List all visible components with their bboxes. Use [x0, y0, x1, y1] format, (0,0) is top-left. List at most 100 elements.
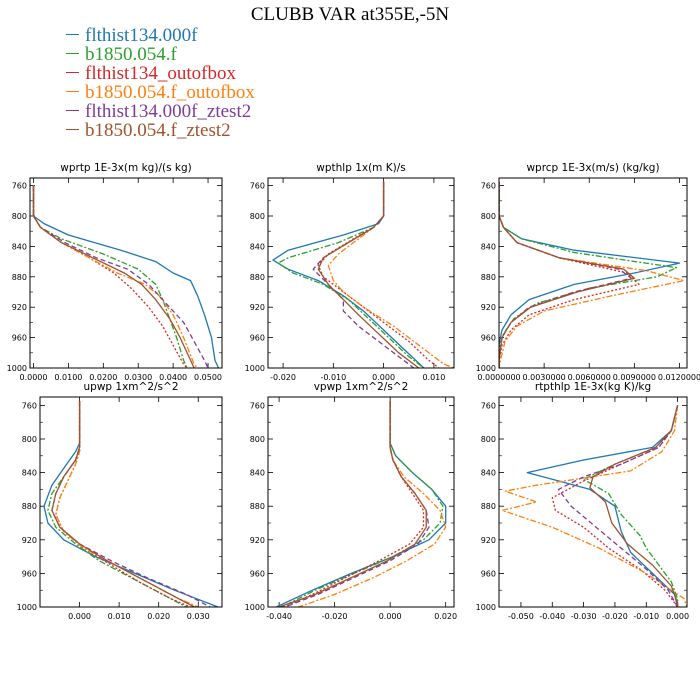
x-tick-label: 0.0030000: [522, 373, 565, 382]
x-tick-label: -0.010: [320, 373, 346, 382]
x-tick-label: 0.020: [434, 612, 457, 621]
x-tick-label: 0.000: [666, 612, 689, 621]
series-line: [55, 401, 191, 607]
series-line: [499, 181, 678, 368]
legend-swatch: [66, 110, 79, 112]
y-tick-label: 800: [12, 212, 27, 221]
series-group: [32, 185, 220, 368]
x-tick-label: -0.020: [322, 612, 348, 621]
series-line: [32, 185, 199, 368]
y-tick-label: 840: [22, 469, 37, 478]
series-group: [499, 181, 685, 368]
y-tick-label: 920: [481, 536, 496, 545]
y-tick-label: 760: [250, 182, 265, 191]
x-tick-label: 0.030: [187, 612, 210, 621]
y-tick-label: 960: [250, 569, 265, 578]
legend-label: b1850.054.f_outofbox: [85, 82, 255, 103]
series-line: [55, 401, 199, 607]
x-tick-label: -0.040: [539, 612, 565, 621]
y-tick-label: 760: [481, 401, 496, 410]
y-tick-label: 800: [22, 435, 37, 444]
series-line: [317, 181, 440, 368]
series-line: [589, 405, 679, 607]
series-line: [278, 401, 427, 607]
x-tick-label: 0.0300: [124, 373, 152, 382]
y-tick-label: 880: [12, 273, 27, 282]
plot-frame: [267, 177, 455, 369]
y-tick-label: 840: [12, 242, 27, 251]
panel-title: wprcp 1E-3x(m/s) (kg/kg): [526, 162, 659, 174]
y-tick-label: 840: [481, 469, 496, 478]
legend-label: b1850.054.f_ztest2: [85, 120, 231, 141]
chart-panel: rtpthlp 1E-3x(kg K)/kg 760 800 840 880 920 960…: [476, 381, 689, 621]
y-tick-label: 960: [481, 569, 496, 578]
x-tick-label: 0.0400: [159, 373, 187, 382]
plot-frame: [267, 396, 455, 608]
series-line: [281, 401, 444, 607]
series-line: [43, 401, 219, 607]
series-line: [277, 181, 425, 368]
panel-title: vpwp 1xm^2/s^2: [314, 381, 409, 393]
series-line: [557, 405, 679, 607]
x-tick-label: -0.030: [571, 612, 597, 621]
legend-item: flthist134.000f_ztest2: [66, 102, 255, 121]
x-tick-label: 0.0090000: [613, 373, 656, 382]
legend-label: b1850.054.f: [85, 44, 177, 65]
x-tick-label: 0.010: [108, 612, 131, 621]
series-line: [499, 181, 685, 368]
series-line: [284, 401, 430, 607]
legend-label: flthist134_outofbox: [85, 63, 236, 84]
plot-frame: [39, 396, 223, 608]
y-tick-label: 880: [481, 502, 496, 511]
series-line: [51, 401, 195, 607]
y-tick-label: 760: [22, 401, 37, 410]
y-tick-label: 1000: [476, 364, 496, 373]
series-group: [501, 405, 687, 607]
panel-title: rtpthlp 1E-3x(kg K)/kg: [535, 381, 651, 393]
y-tick-label: 920: [250, 536, 265, 545]
series-line: [317, 181, 420, 368]
y-tick-label: 920: [12, 303, 27, 312]
y-tick-label: 920: [22, 536, 37, 545]
chart-panel: upwp 1xm^2/s^2 760 800 840 880 920 960 1000 0.00…: [17, 381, 223, 621]
x-tick-label: 0.020: [147, 612, 170, 621]
x-tick-label: 0.000: [379, 612, 402, 621]
x-tick-label: 0.0100: [54, 373, 82, 382]
y-tick-label: 1000: [245, 364, 265, 373]
y-tick-label: 880: [481, 273, 496, 282]
series-line: [32, 185, 188, 368]
series-line: [499, 181, 640, 368]
legend-swatch: [66, 91, 79, 93]
series-line: [499, 181, 633, 368]
x-tick-label: -0.050: [508, 612, 534, 621]
plot-frame: [29, 177, 223, 369]
y-tick-label: 880: [250, 502, 265, 511]
series-line: [298, 401, 447, 607]
legend-item: flthist134_outofbox: [66, 64, 255, 83]
y-tick-label: 1000: [476, 603, 496, 612]
legend-label: flthist134.000f: [85, 25, 198, 46]
series-line: [312, 181, 415, 368]
y-tick-label: 840: [250, 469, 265, 478]
series-group: [272, 181, 454, 368]
y-tick-label: 800: [481, 435, 496, 444]
y-tick-label: 960: [12, 334, 27, 343]
series-group: [276, 401, 447, 607]
x-tick-label: -0.020: [602, 612, 628, 621]
series-line: [47, 401, 187, 607]
series-line: [32, 185, 188, 368]
y-tick-label: 800: [481, 212, 496, 221]
y-tick-label: 920: [481, 303, 496, 312]
x-tick-label: -0.020: [270, 373, 296, 382]
chart-panel: wprtp 1E-3x(m kg)/(s kg) 760 800 840 880 920 9…: [7, 162, 223, 382]
y-tick-label: 760: [250, 401, 265, 410]
x-tick-label: 0.0000000: [477, 373, 520, 382]
y-tick-label: 800: [250, 212, 265, 221]
legend-swatch: [66, 129, 79, 131]
y-tick-label: 880: [250, 273, 265, 282]
x-tick-label: -0.040: [266, 612, 292, 621]
panel-title: wprtp 1E-3x(m kg)/(s kg): [60, 162, 191, 174]
y-tick-label: 840: [250, 242, 265, 251]
y-tick-label: 1000: [7, 364, 27, 373]
